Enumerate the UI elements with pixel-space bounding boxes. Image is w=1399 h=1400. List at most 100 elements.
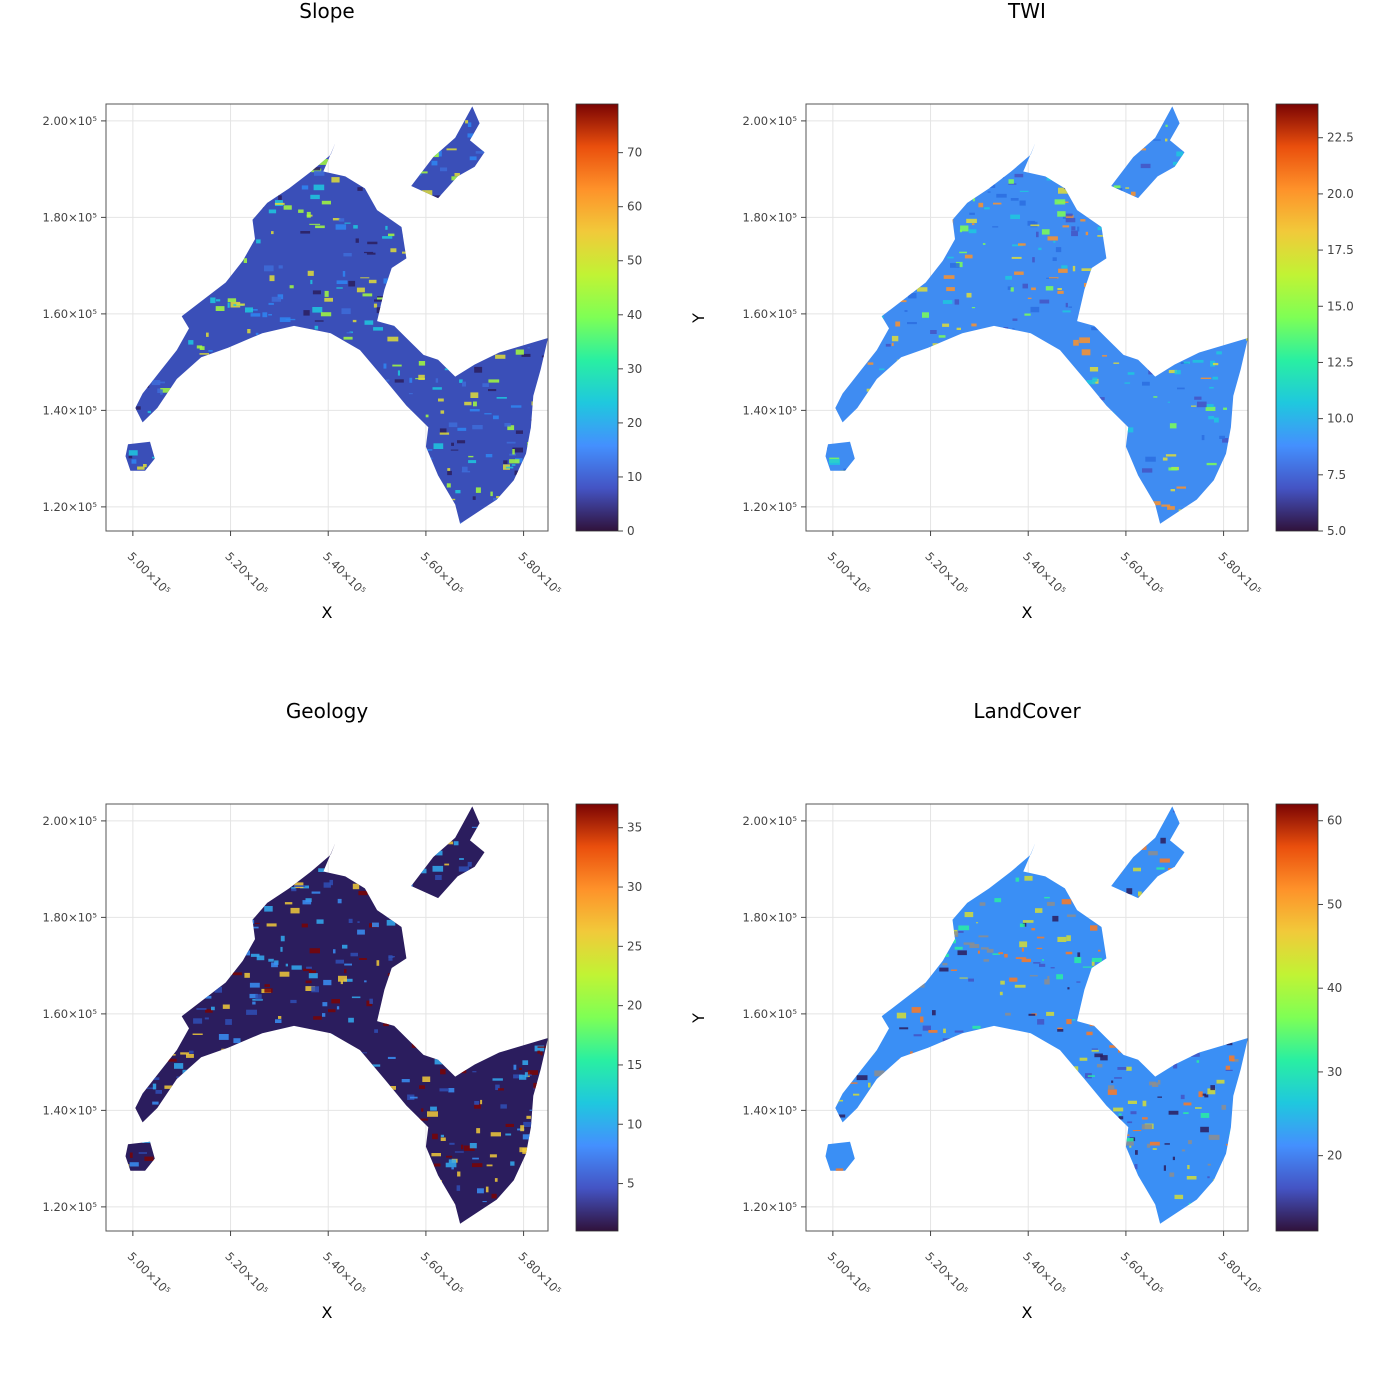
colorbar-tick-label: 25 <box>627 939 642 953</box>
raster-cell <box>1050 967 1055 969</box>
raster-cell <box>280 935 285 942</box>
raster-cell <box>376 307 382 314</box>
x-tick-label: 5.00×10⁵ <box>825 549 874 598</box>
raster-cell <box>963 942 975 945</box>
raster-cell <box>996 193 1007 198</box>
raster-cell <box>1065 215 1074 219</box>
raster-cell <box>1027 297 1032 299</box>
raster-cell <box>472 1163 483 1168</box>
y-tick-label: 1.60×10⁵ <box>43 1007 98 1021</box>
raster-cell <box>917 287 928 292</box>
raster-cell <box>1187 1165 1190 1170</box>
raster-cell <box>1207 1088 1216 1095</box>
x-tick-label: 5.80×10⁵ <box>515 549 564 598</box>
raster-cell <box>1200 1113 1210 1118</box>
raster-cell <box>942 323 950 327</box>
raster-cell <box>1142 381 1150 386</box>
raster-cell <box>409 377 413 383</box>
raster-cell <box>908 293 917 299</box>
raster-cell <box>504 423 511 427</box>
raster-cell <box>1065 951 1073 955</box>
raster-cell <box>1091 1048 1098 1050</box>
raster-cell <box>1126 1138 1134 1142</box>
raster-cell <box>490 491 493 497</box>
raster-cell <box>1072 265 1076 272</box>
raster-cell <box>432 865 444 872</box>
raster-cell <box>1076 981 1081 983</box>
colorbar-tick-label: 35 <box>627 821 642 835</box>
raster-cell <box>1065 213 1073 217</box>
raster-cell <box>321 200 331 205</box>
raster-cell <box>979 902 986 906</box>
panel-geology: Geology 2.00×10⁵ 1.80×10⁵ 1.60×10⁵ 1.40×10⁵ 1… <box>43 699 643 1322</box>
raster-cell <box>283 205 292 210</box>
raster-cell <box>993 202 1002 205</box>
raster-cell <box>202 995 212 999</box>
raster-cell <box>986 948 994 953</box>
raster-cell <box>966 292 972 298</box>
raster-cell <box>498 1088 504 1091</box>
raster-cell <box>496 397 507 399</box>
raster-cell <box>199 346 205 350</box>
raster-cell <box>250 953 260 957</box>
raster-cell <box>1080 219 1086 222</box>
raster-cell <box>899 1027 909 1030</box>
x-axis-label: X <box>322 603 333 622</box>
x-tick-label: 5.20×10⁵ <box>922 1249 971 1298</box>
raster-cell <box>348 280 356 287</box>
raster-cell <box>523 1121 533 1127</box>
raster-cell <box>432 1133 438 1140</box>
raster-cell <box>1126 1066 1132 1071</box>
y-tick-label: 1.20×10⁵ <box>743 500 798 514</box>
raster-cell <box>312 290 321 295</box>
raster-cell <box>268 302 274 305</box>
raster-cell <box>1124 382 1131 384</box>
raster-cell <box>309 948 320 954</box>
raster-cell <box>983 959 990 962</box>
raster-cell <box>447 468 451 472</box>
raster-cell <box>285 963 288 967</box>
raster-cell <box>1221 1104 1227 1110</box>
raster-cell <box>208 350 213 352</box>
raster-cell <box>350 952 358 957</box>
raster-cell <box>1019 190 1029 192</box>
x-tick-label: 5.40×10⁵ <box>320 1249 369 1298</box>
raster-cell <box>264 984 270 987</box>
colorbar-tick-label: 20.0 <box>1327 187 1354 201</box>
raster-cell <box>335 959 344 964</box>
colorbar-tick-label: 5 <box>627 1177 635 1191</box>
raster-cell <box>1065 302 1068 308</box>
raster-cell <box>1089 367 1099 372</box>
raster-cell <box>1091 960 1095 966</box>
raster-cell <box>1019 923 1025 928</box>
raster-cell <box>254 922 260 924</box>
raster-cell <box>432 387 442 390</box>
raster-cell <box>1138 891 1142 896</box>
raster-cell <box>1057 211 1066 217</box>
raster-cell <box>1057 936 1067 942</box>
raster-cell <box>1062 225 1070 228</box>
raster-cell <box>966 218 977 223</box>
raster-cell <box>1181 1149 1186 1152</box>
panel-title: Geology <box>286 699 369 723</box>
raster-cell <box>1014 173 1024 178</box>
x-tick-label: 5.00×10⁵ <box>825 1249 874 1298</box>
raster-cell <box>1142 1100 1147 1107</box>
raster-cell <box>1176 486 1186 489</box>
x-tick-label: 5.60×10⁵ <box>418 1249 467 1298</box>
raster-cell <box>308 973 318 979</box>
raster-cell <box>954 946 963 950</box>
raster-cell <box>421 190 433 196</box>
raster-cell <box>246 1009 257 1015</box>
raster-cell <box>942 300 953 304</box>
raster-cell <box>1145 456 1156 462</box>
raster-cell <box>289 285 294 289</box>
raster-cell <box>891 335 899 342</box>
raster-cell <box>505 1133 512 1136</box>
raster-cell <box>305 980 312 984</box>
raster-cell <box>950 263 960 268</box>
raster-cell <box>1044 896 1050 899</box>
raster-cell <box>978 202 984 208</box>
raster-cell <box>1134 1164 1138 1170</box>
raster-cell <box>1067 914 1076 917</box>
